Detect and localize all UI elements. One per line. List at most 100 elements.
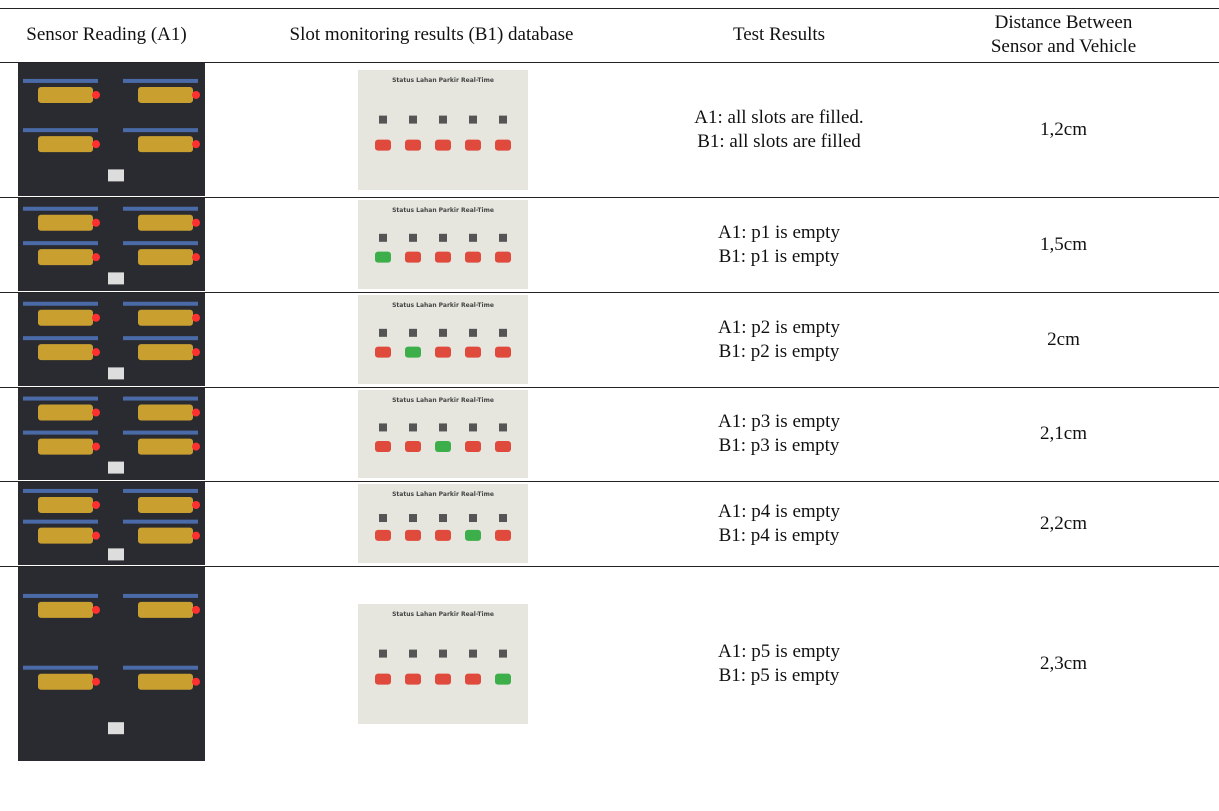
slot-label xyxy=(409,650,417,658)
led xyxy=(192,501,200,509)
monitor-screenshot: Status Lahan Parkir Real-Time xyxy=(358,295,528,384)
screen-title: Status Lahan Parkir Real-Time xyxy=(392,611,494,618)
result-line: B1: p1 is empty xyxy=(719,245,840,269)
distance: 2cm xyxy=(908,292,1219,387)
slot-label xyxy=(379,650,387,658)
led xyxy=(92,253,100,261)
led xyxy=(92,443,100,451)
toy-car xyxy=(38,249,93,265)
stripe xyxy=(23,336,98,340)
stripe xyxy=(123,336,198,340)
toy-car xyxy=(38,528,93,544)
distance: 2,3cm xyxy=(908,566,1219,762)
toy-car xyxy=(38,497,93,513)
sensor xyxy=(108,462,124,474)
stripe xyxy=(123,79,198,83)
led xyxy=(92,409,100,417)
toy-car xyxy=(38,405,93,421)
slot-car xyxy=(375,530,391,541)
slot-label xyxy=(469,329,477,337)
led xyxy=(92,348,100,356)
stripe xyxy=(23,489,98,493)
slot-label xyxy=(409,329,417,337)
stripe xyxy=(123,431,198,435)
toy-car xyxy=(38,87,93,103)
stripe xyxy=(123,666,198,670)
slot-label xyxy=(469,650,477,658)
stripe xyxy=(23,241,98,245)
distance: 1,5cm xyxy=(908,197,1219,292)
led xyxy=(192,443,200,451)
led xyxy=(92,314,100,322)
slot-label xyxy=(439,650,447,658)
sensor xyxy=(108,367,124,379)
sensor-photo xyxy=(18,388,205,480)
slot-label xyxy=(469,423,477,431)
slot-car xyxy=(435,530,451,541)
distance: 2,1cm xyxy=(908,387,1219,481)
screen-bg xyxy=(358,604,528,724)
stripe xyxy=(23,666,98,670)
slot-car xyxy=(465,252,481,263)
toy-car xyxy=(138,405,193,421)
slot-label xyxy=(439,514,447,522)
result-line: A1: all slots are filled. xyxy=(694,106,863,130)
stripe xyxy=(123,397,198,401)
slot-label xyxy=(409,423,417,431)
slot-label xyxy=(499,650,507,658)
monitor-screenshot: Status Lahan Parkir Real-Time xyxy=(358,70,528,190)
result-line: A1: p3 is empty xyxy=(718,410,840,434)
slot-label xyxy=(469,234,477,242)
slot-car xyxy=(435,139,451,150)
slot-label xyxy=(379,115,387,123)
slot-label xyxy=(439,329,447,337)
test-results: A1: p4 is emptyB1: p4 is empty xyxy=(650,481,908,566)
stripe xyxy=(23,397,98,401)
stripe xyxy=(23,431,98,435)
stripe xyxy=(123,128,198,132)
slot-car xyxy=(405,674,421,685)
stripe xyxy=(123,594,198,598)
stripe xyxy=(123,241,198,245)
slot-label xyxy=(379,423,387,431)
slot-label xyxy=(499,329,507,337)
result-line: B1: p2 is empty xyxy=(719,340,840,364)
monitor-screenshot: Status Lahan Parkir Real-Time xyxy=(358,484,528,563)
paper-table: Sensor Reading (A1) Slot monitoring resu… xyxy=(0,0,1219,811)
slot-car xyxy=(435,252,451,263)
screen-bg xyxy=(358,70,528,190)
sensor-photo xyxy=(18,567,205,761)
test-results: A1: p1 is emptyB1: p1 is empty xyxy=(650,197,908,292)
toy-car xyxy=(138,344,193,360)
slot-car xyxy=(435,674,451,685)
result-line: A1: p5 is empty xyxy=(718,640,840,664)
toy-car xyxy=(38,136,93,152)
monitor-screenshot: Status Lahan Parkir Real-Time xyxy=(358,200,528,289)
result-line: B1: p5 is empty xyxy=(719,664,840,688)
led xyxy=(192,253,200,261)
slot-car xyxy=(375,347,391,358)
toy-car xyxy=(38,602,93,618)
screen-title: Status Lahan Parkir Real-Time xyxy=(392,207,494,214)
distance: 2,2cm xyxy=(908,481,1219,566)
led xyxy=(192,606,200,614)
led xyxy=(92,140,100,148)
slot-car xyxy=(375,674,391,685)
led xyxy=(92,678,100,686)
sensor xyxy=(108,169,124,181)
stripe xyxy=(123,302,198,306)
toy-car xyxy=(138,439,193,455)
test-results: A1: p5 is emptyB1: p5 is empty xyxy=(650,566,908,762)
screen-title: Status Lahan Parkir Real-Time xyxy=(392,397,494,404)
slot-car xyxy=(465,530,481,541)
slot-car xyxy=(495,139,511,150)
slot-label xyxy=(469,115,477,123)
slot-car xyxy=(405,139,421,150)
slot-car xyxy=(465,674,481,685)
slot-car xyxy=(405,441,421,452)
header-cell: Sensor Reading (A1) xyxy=(0,8,213,62)
toy-car xyxy=(138,674,193,690)
stripe xyxy=(23,207,98,211)
led xyxy=(192,532,200,540)
